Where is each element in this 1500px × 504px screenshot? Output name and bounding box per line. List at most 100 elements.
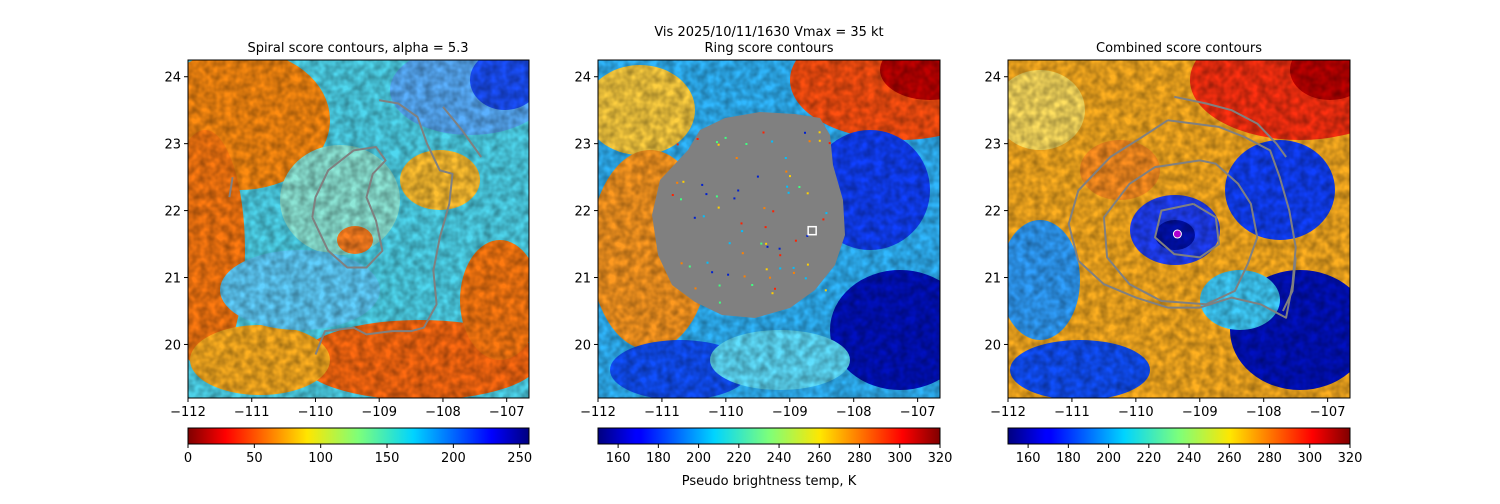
ring-speck <box>671 194 674 196</box>
ring-speck <box>711 271 714 274</box>
ring-speck <box>751 284 754 286</box>
ring-speck <box>716 141 718 144</box>
ring-speck <box>785 170 788 173</box>
combined-xtick-label: −107 <box>1310 405 1346 420</box>
combined-colorbar: 160 180 200 220 240 260 280 300 320 <box>1007 427 1362 466</box>
spiral-colorbar-tick-label: 250 <box>507 451 532 466</box>
ring-colorbar-tick-label: 220 <box>726 451 751 466</box>
ring-speck <box>818 139 821 142</box>
spiral-ytick-label: 23 <box>164 138 181 153</box>
ring-speck <box>789 175 791 178</box>
ring-speck <box>774 287 776 290</box>
ring-speck <box>724 136 727 139</box>
combined-ytick-label: 23 <box>984 138 1001 153</box>
ring-speck <box>745 143 748 145</box>
ring-speck <box>825 212 828 215</box>
spiral-xtick-label: −111 <box>234 405 270 420</box>
combined-xtick-label: −108 <box>1246 405 1282 420</box>
ring-colorbar-tick-label: 280 <box>847 451 872 466</box>
ring-speck <box>778 247 781 250</box>
ring-speck <box>828 142 831 145</box>
ring-speck <box>769 276 771 279</box>
ring-speck <box>735 157 738 159</box>
panel-ring-title: Ring score contours <box>704 41 833 56</box>
ring-speck <box>764 226 767 229</box>
combined-contour-line <box>1102 159 1259 306</box>
combined-colorbar-tick-label: 160 <box>1016 451 1041 466</box>
panel-combined: Combined score contours −112 −111 −110 −109… <box>984 41 1362 466</box>
spiral-contour-line <box>311 146 387 269</box>
ring-speck <box>680 262 683 265</box>
spiral-xtick-label: −112 <box>170 405 206 420</box>
ring-speck <box>794 239 797 242</box>
ring-speck <box>740 222 743 225</box>
figure-suptitle: Vis 2025/10/11/1630 Vmax = 35 kt <box>654 25 883 40</box>
spiral-colorbar-tick-label: 50 <box>246 451 263 466</box>
spiral-contour-line <box>442 106 483 158</box>
ring-speck <box>741 230 744 233</box>
ring-speck <box>765 242 768 245</box>
ring-color-specks <box>671 131 831 304</box>
spiral-xtick-label: −110 <box>298 405 334 420</box>
spiral-colorbar-tick-label: 100 <box>308 451 333 466</box>
combined-colorbar-tick-label: 280 <box>1257 451 1282 466</box>
ring-xtick-label: −108 <box>836 405 872 420</box>
spiral-colorbar-tick-label: 0 <box>184 451 192 466</box>
ring-speck <box>760 242 763 245</box>
ring-speck <box>701 183 704 186</box>
ring-speck <box>728 242 731 245</box>
ring-speck <box>806 192 809 195</box>
combined-xtick-label: −110 <box>1118 405 1154 420</box>
spiral-ytick-label: 24 <box>164 71 181 86</box>
spiral-contour-line <box>228 176 234 198</box>
ring-speck <box>772 210 775 213</box>
combined-contour-line <box>1281 257 1297 312</box>
combined-ytick-label: 22 <box>984 205 1001 220</box>
spiral-colorbar: 0 50 100 150 200 250 <box>184 427 532 466</box>
ring-speck <box>717 143 720 146</box>
ring-speck <box>696 138 699 140</box>
combined-contour-line <box>1173 95 1287 158</box>
ring-ytick-label: 20 <box>574 338 591 353</box>
ring-speck <box>743 275 746 278</box>
ring-ytick-label: 21 <box>574 272 591 287</box>
combined-ytick-label: 21 <box>984 272 1001 287</box>
ring-speck <box>787 191 790 194</box>
spiral-ytick-label: 21 <box>164 272 181 287</box>
ring-xtick-label: −107 <box>900 405 936 420</box>
panel-spiral-title: Spiral score contours, alpha = 5.3 <box>247 41 468 56</box>
combined-ytick-label: 24 <box>984 71 1001 86</box>
ring-colorbar-tick-label: 200 <box>686 451 711 466</box>
ring-speck <box>718 301 721 304</box>
combined-contour-line <box>1154 202 1220 259</box>
combined-xtick-label: −111 <box>1054 405 1090 420</box>
ring-speck <box>804 277 807 280</box>
ring-speck <box>702 215 705 218</box>
spiral-xtick-label: −107 <box>489 405 525 420</box>
ring-speck <box>676 143 679 146</box>
ring-speck <box>818 131 821 134</box>
ring-speck <box>806 234 809 237</box>
panel-ring: Ring score contours −112 −111 −110 −109 −108… <box>574 41 952 489</box>
ring-speck <box>727 273 730 276</box>
ring-xtick-label: −112 <box>580 405 616 420</box>
ring-speck <box>762 131 765 134</box>
ring-speck <box>763 207 766 210</box>
ring-speck <box>693 216 696 219</box>
ring-ytick-label: 23 <box>574 138 591 153</box>
ring-colorbar-tick-label: 300 <box>887 451 912 466</box>
ring-speck <box>779 267 782 270</box>
ring-speck <box>765 268 768 271</box>
ring-speck <box>688 265 691 268</box>
ring-speck <box>680 198 682 201</box>
ring-speck <box>808 140 811 143</box>
ring-speck <box>715 195 718 198</box>
ring-speck <box>717 206 720 209</box>
ring-colorbar-tick-label: 180 <box>646 451 671 466</box>
panel-spiral: Spiral score contours, alpha = 5.3 −112 −… <box>164 41 532 466</box>
ring-speck <box>784 157 787 159</box>
combined-xtick-label: −109 <box>1182 405 1218 420</box>
ring-colorbar-tick-label: 240 <box>767 451 792 466</box>
spiral-colorbar-tick-label: 150 <box>375 451 400 466</box>
